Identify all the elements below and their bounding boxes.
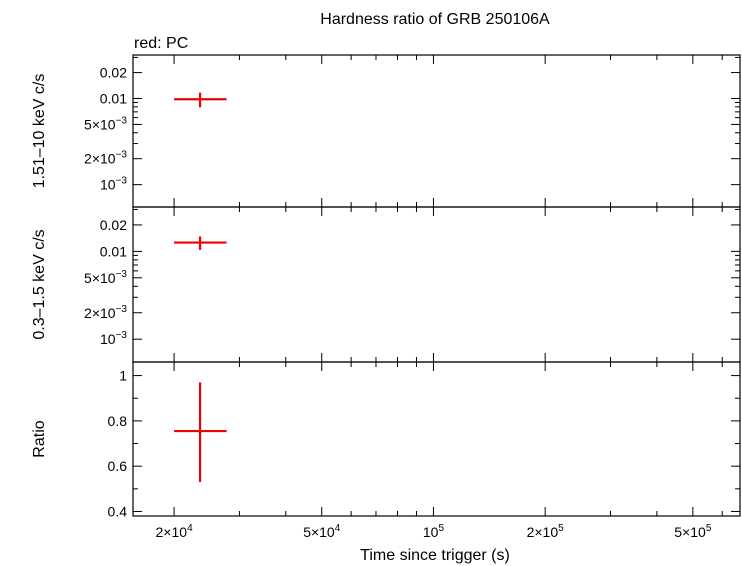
- legend-label: red: PC: [134, 35, 188, 52]
- x-tick-label: 105: [423, 523, 445, 540]
- x-tick-label: 5×104: [303, 523, 341, 540]
- x-tick-label: 2×104: [156, 523, 194, 540]
- x-tick-label: 2×105: [527, 523, 565, 540]
- y-tick-label: 10−3: [100, 330, 127, 347]
- x-axis-label: Time since trigger (s): [360, 547, 510, 564]
- panel-soft-band: 0.02 0.01 5×10−3 2×10−3 10−3 0.3–1.5 keV c/s: [31, 206, 741, 363]
- y-tick-label: 0.01: [100, 243, 127, 259]
- y-tick-label: 0.01: [100, 91, 127, 107]
- chart-panels: 0.020.015×10−32×10−310−31.51–10 keV c/s0…: [31, 54, 741, 540]
- data-point: [174, 92, 227, 108]
- y-tick-label: 0.02: [100, 217, 127, 233]
- x-tick-label: 5×105: [674, 523, 712, 540]
- y-tick-label: 5×10−3: [84, 269, 127, 286]
- y-tick-label: 0.4: [108, 503, 128, 519]
- y-tick-label: 5×10−3: [84, 115, 127, 132]
- panel-frame: [132, 206, 741, 363]
- panel-frame: [132, 361, 741, 517]
- x-tick-labels: 2×104 5×104 105 2×105 5×105: [156, 523, 712, 540]
- y-tick-label: 2×10−3: [84, 304, 127, 321]
- y-axis-label: Ratio: [31, 420, 48, 457]
- y-tick-label: 2×10−3: [84, 150, 127, 167]
- panel-hard-band: 0.02 0.01 5×10−3 2×10−3 10−3 1.51–10 keV c/s: [31, 54, 741, 208]
- y-tick-label: 1: [119, 368, 127, 384]
- y-tick-label: 0.6: [108, 458, 128, 474]
- data-point: [174, 236, 227, 250]
- y-tick-label: 0.02: [100, 65, 127, 81]
- y-tick-label: 10−3: [100, 176, 127, 193]
- panel-ratio: 0.4 0.6 0.8 1 Ratio: [31, 361, 741, 519]
- panel-frame: [132, 54, 741, 208]
- y-axis-label: 0.3–1.5 keV c/s: [31, 229, 48, 339]
- y-tick-label: 0.8: [108, 413, 128, 429]
- y-axis-label: 1.51–10 keV c/s: [31, 74, 48, 189]
- data-point: [174, 382, 227, 483]
- chart-title: Hardness ratio of GRB 250106A: [320, 11, 550, 28]
